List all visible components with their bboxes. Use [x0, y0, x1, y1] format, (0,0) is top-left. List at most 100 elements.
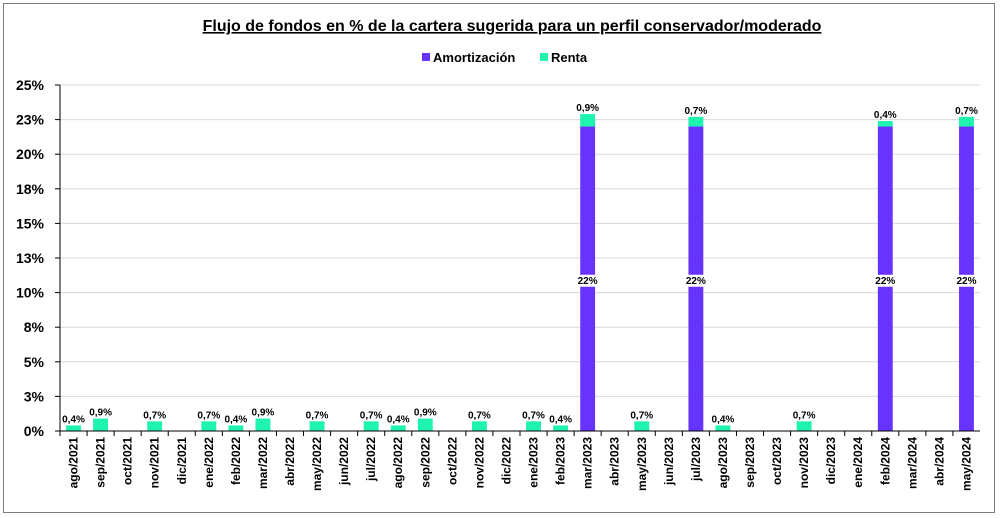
y-tick-label: 15% — [16, 215, 45, 231]
x-tick-label: mar/2024 — [905, 437, 919, 489]
legend-label-renta: Renta — [551, 50, 588, 65]
x-tick-label: sep/2023 — [743, 437, 757, 488]
bar-renta — [228, 425, 244, 431]
x-tick-label: sep/2022 — [418, 437, 432, 488]
data-label-renta: 0,7% — [684, 106, 707, 117]
x-tick-label: abr/2024 — [932, 437, 946, 486]
legend-label-amortizacion: Amortización — [433, 50, 515, 65]
data-label-renta: 0,7% — [955, 106, 978, 117]
x-tick-label: ene/2022 — [202, 437, 216, 488]
data-label-bg — [575, 274, 600, 287]
x-tick-label: abr/2022 — [283, 437, 297, 486]
data-label-amortizacion: 22% — [956, 276, 976, 287]
bar-renta — [417, 418, 433, 431]
bar-renta — [580, 114, 596, 127]
bar-renta — [959, 116, 974, 127]
data-label-renta: 0,7% — [306, 410, 329, 421]
bar-renta — [471, 421, 487, 431]
bar-renta — [526, 421, 541, 431]
bar-renta — [309, 421, 325, 431]
data-label-amortizacion: 22% — [875, 276, 895, 287]
x-tick-label: oct/2022 — [445, 437, 459, 485]
data-label-renta: 0,7% — [793, 410, 816, 421]
data-label-amortizacion: 22% — [578, 276, 598, 287]
chart-title: Flujo de fondos en % de la cartera suger… — [203, 18, 822, 35]
x-tick-label: nov/2022 — [472, 437, 486, 489]
y-tick-label: 0% — [24, 423, 45, 439]
x-tick-label: jun/2023 — [662, 437, 676, 486]
x-tick-label: ene/2024 — [851, 437, 865, 488]
data-label-renta: 0,7% — [360, 410, 383, 421]
x-tick-label: dic/2021 — [175, 437, 189, 485]
bar-renta — [66, 425, 81, 431]
x-tick-label: mar/2022 — [256, 437, 270, 489]
bar-renta — [688, 116, 704, 127]
data-label-bg — [683, 274, 708, 287]
data-label-renta: 0,7% — [197, 410, 220, 421]
x-tick-label: jul/2023 — [689, 437, 703, 482]
x-tick-label: may/2024 — [959, 437, 973, 491]
data-label-renta: 0,4% — [874, 110, 897, 121]
bar-renta — [634, 421, 650, 431]
bar-renta — [390, 425, 406, 431]
bar-renta — [255, 418, 271, 431]
x-tick-label: dic/2022 — [499, 437, 513, 485]
legend-swatch-amortizacion — [422, 53, 430, 61]
x-tick-label: mar/2023 — [581, 437, 595, 489]
bar-renta — [201, 421, 217, 431]
x-tick-label: abr/2023 — [608, 437, 622, 486]
axes: 0% 3% 5% 8% 10% 13% 15% 18% 20% 23% 25% ago/2021 sep… — [16, 77, 980, 491]
data-labels: 0,4% 0,9% 0,7% 0,7% 0,4% 0,9% 0,7% 0,7% 0,4% 0,9%… — [62, 103, 979, 425]
y-tick-label: 23% — [16, 112, 45, 128]
x-tick-label: dic/2023 — [824, 437, 838, 485]
x-tick-label: oct/2021 — [121, 437, 135, 485]
x-tick-label: oct/2023 — [770, 437, 784, 485]
x-tick-label: ago/2021 — [67, 437, 81, 489]
x-tick-label: may/2023 — [635, 437, 649, 491]
data-label-renta: 0,7% — [630, 410, 653, 421]
y-tick-label: 3% — [24, 388, 45, 404]
data-label-renta: 0,4% — [62, 414, 85, 425]
x-tick-label: jul/2022 — [364, 437, 378, 482]
data-label-renta: 0,7% — [143, 410, 166, 421]
data-label-renta: 0,4% — [712, 414, 735, 425]
y-tick-label: 5% — [24, 354, 45, 370]
bar-renta — [553, 425, 569, 431]
y-tick-label: 13% — [16, 250, 45, 266]
bar-renta — [363, 421, 379, 431]
data-label-renta: 0,9% — [252, 408, 275, 419]
x-tick-label: may/2022 — [310, 437, 324, 491]
bar-renta — [715, 425, 731, 431]
bar-renta — [877, 120, 893, 127]
bars — [66, 114, 974, 432]
x-tick-label: feb/2022 — [229, 437, 243, 485]
data-label-renta: 0,9% — [576, 103, 599, 114]
x-tick-label: jun/2022 — [337, 437, 351, 486]
data-label-bg — [873, 274, 898, 287]
data-label-amortizacion: 22% — [686, 276, 706, 287]
x-tick-label: feb/2023 — [554, 437, 568, 485]
x-tick-label: nov/2023 — [797, 437, 811, 489]
data-label-renta: 0,7% — [522, 410, 545, 421]
y-tick-label: 18% — [16, 181, 45, 197]
x-tick-label: nov/2021 — [148, 437, 162, 489]
x-tick-label: ene/2023 — [527, 437, 541, 488]
data-label-renta: 0,9% — [89, 408, 112, 419]
data-label-renta: 0,7% — [468, 410, 491, 421]
y-tick-label: 25% — [16, 77, 45, 93]
data-label-renta: 0,4% — [387, 414, 410, 425]
x-tick-label: sep/2021 — [94, 437, 108, 488]
legend-swatch-renta — [540, 53, 548, 61]
x-tick-label: feb/2024 — [878, 437, 892, 485]
data-label-bg — [954, 274, 979, 287]
y-tick-label: 8% — [24, 319, 45, 335]
bar-renta — [796, 421, 812, 431]
y-tick-label: 20% — [16, 146, 45, 162]
legend: Amortización Renta — [422, 50, 588, 65]
grid — [60, 84, 980, 397]
data-label-renta: 0,4% — [549, 414, 572, 425]
bar-renta — [93, 418, 109, 431]
data-label-renta: 0,9% — [414, 408, 437, 419]
data-label-renta: 0,4% — [224, 414, 247, 425]
